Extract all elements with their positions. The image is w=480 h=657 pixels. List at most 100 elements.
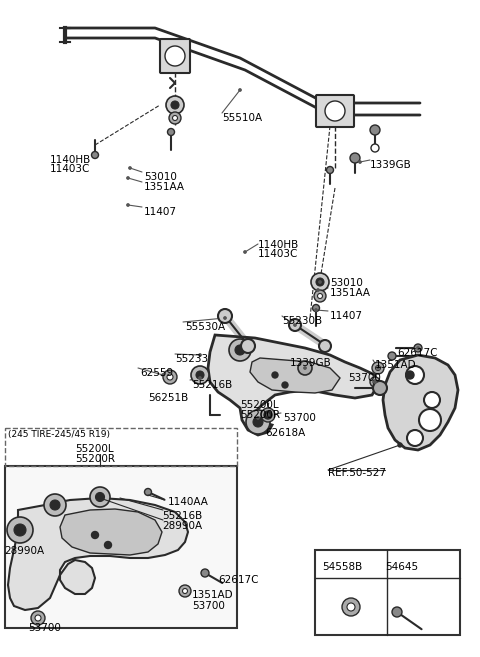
Text: 1140HB: 1140HB xyxy=(50,155,91,165)
Text: 1351AA: 1351AA xyxy=(330,288,371,298)
Text: 1140AA: 1140AA xyxy=(168,497,209,507)
Circle shape xyxy=(311,273,329,291)
Circle shape xyxy=(347,603,355,611)
Circle shape xyxy=(253,417,263,427)
Text: 1351AD: 1351AD xyxy=(192,590,234,600)
Circle shape xyxy=(376,367,380,369)
Text: 11407: 11407 xyxy=(330,311,363,321)
Circle shape xyxy=(419,409,441,431)
Text: 54645: 54645 xyxy=(385,562,419,572)
Circle shape xyxy=(392,607,402,617)
Circle shape xyxy=(256,417,260,420)
Text: 55510A: 55510A xyxy=(222,113,262,123)
Text: 53010: 53010 xyxy=(144,172,177,182)
Circle shape xyxy=(326,166,334,173)
Circle shape xyxy=(293,323,297,327)
Text: 55200R: 55200R xyxy=(240,410,280,420)
Circle shape xyxy=(373,380,377,384)
Circle shape xyxy=(92,152,98,158)
Text: 62617C: 62617C xyxy=(218,575,259,585)
Circle shape xyxy=(168,129,175,135)
Circle shape xyxy=(127,177,130,179)
Circle shape xyxy=(373,381,387,395)
Text: 53700: 53700 xyxy=(283,413,316,423)
Circle shape xyxy=(50,500,60,510)
Circle shape xyxy=(266,413,269,417)
Circle shape xyxy=(163,370,177,384)
Circle shape xyxy=(289,319,301,331)
Circle shape xyxy=(169,112,181,124)
Polygon shape xyxy=(8,498,188,610)
Circle shape xyxy=(166,96,184,114)
Circle shape xyxy=(319,340,331,352)
Text: 55530A: 55530A xyxy=(185,322,225,332)
Text: 55216B: 55216B xyxy=(192,380,232,390)
Polygon shape xyxy=(383,355,458,450)
Circle shape xyxy=(201,569,209,577)
Circle shape xyxy=(372,362,384,374)
Circle shape xyxy=(246,410,270,434)
Text: 1339GB: 1339GB xyxy=(290,358,332,368)
Circle shape xyxy=(182,589,188,593)
Circle shape xyxy=(342,598,360,616)
Circle shape xyxy=(241,339,255,353)
Circle shape xyxy=(235,345,245,355)
Text: 55200L: 55200L xyxy=(75,444,114,454)
Circle shape xyxy=(371,144,379,152)
Text: 53700: 53700 xyxy=(348,373,381,383)
Circle shape xyxy=(282,382,288,388)
Circle shape xyxy=(414,344,422,352)
Circle shape xyxy=(316,278,324,286)
Circle shape xyxy=(191,366,209,384)
Circle shape xyxy=(261,408,275,422)
Circle shape xyxy=(171,101,179,109)
Circle shape xyxy=(7,517,33,543)
Circle shape xyxy=(196,371,204,379)
Circle shape xyxy=(370,125,380,135)
Circle shape xyxy=(92,532,98,539)
Text: 11403C: 11403C xyxy=(50,164,90,174)
Circle shape xyxy=(161,373,165,376)
Circle shape xyxy=(317,294,323,298)
Text: 11403C: 11403C xyxy=(258,249,299,259)
Circle shape xyxy=(264,411,272,419)
Circle shape xyxy=(44,494,66,516)
Circle shape xyxy=(424,392,440,408)
Text: 62618A: 62618A xyxy=(265,428,305,438)
Text: 1140HB: 1140HB xyxy=(258,240,299,250)
Text: REF.50-527: REF.50-527 xyxy=(328,468,386,478)
Circle shape xyxy=(96,493,105,501)
Circle shape xyxy=(243,250,247,254)
Text: (245 TIRE-245/45 R19): (245 TIRE-245/45 R19) xyxy=(8,430,110,439)
Circle shape xyxy=(373,380,376,384)
Circle shape xyxy=(406,371,414,379)
Circle shape xyxy=(14,524,26,536)
Text: 55200R: 55200R xyxy=(75,454,115,464)
Circle shape xyxy=(375,365,381,371)
Text: 62559: 62559 xyxy=(140,368,173,378)
Circle shape xyxy=(31,611,45,625)
Text: 28990A: 28990A xyxy=(162,521,202,531)
Circle shape xyxy=(316,288,320,292)
Circle shape xyxy=(35,615,41,621)
Text: 11407: 11407 xyxy=(144,207,177,217)
Circle shape xyxy=(406,366,424,384)
Circle shape xyxy=(144,489,152,495)
Circle shape xyxy=(199,353,202,357)
Circle shape xyxy=(398,443,402,447)
Text: 53700: 53700 xyxy=(192,601,225,611)
Bar xyxy=(315,550,460,635)
Text: 53010: 53010 xyxy=(330,278,363,288)
Circle shape xyxy=(199,376,202,380)
Text: 54558B: 54558B xyxy=(322,562,362,572)
Circle shape xyxy=(314,309,317,311)
FancyBboxPatch shape xyxy=(316,95,354,127)
Bar xyxy=(5,428,237,466)
Circle shape xyxy=(265,412,271,418)
Text: 1339GB: 1339GB xyxy=(370,160,412,170)
Circle shape xyxy=(127,204,130,206)
Circle shape xyxy=(105,541,111,549)
Circle shape xyxy=(239,89,241,91)
Circle shape xyxy=(224,317,227,319)
Text: 62617C: 62617C xyxy=(397,348,437,358)
